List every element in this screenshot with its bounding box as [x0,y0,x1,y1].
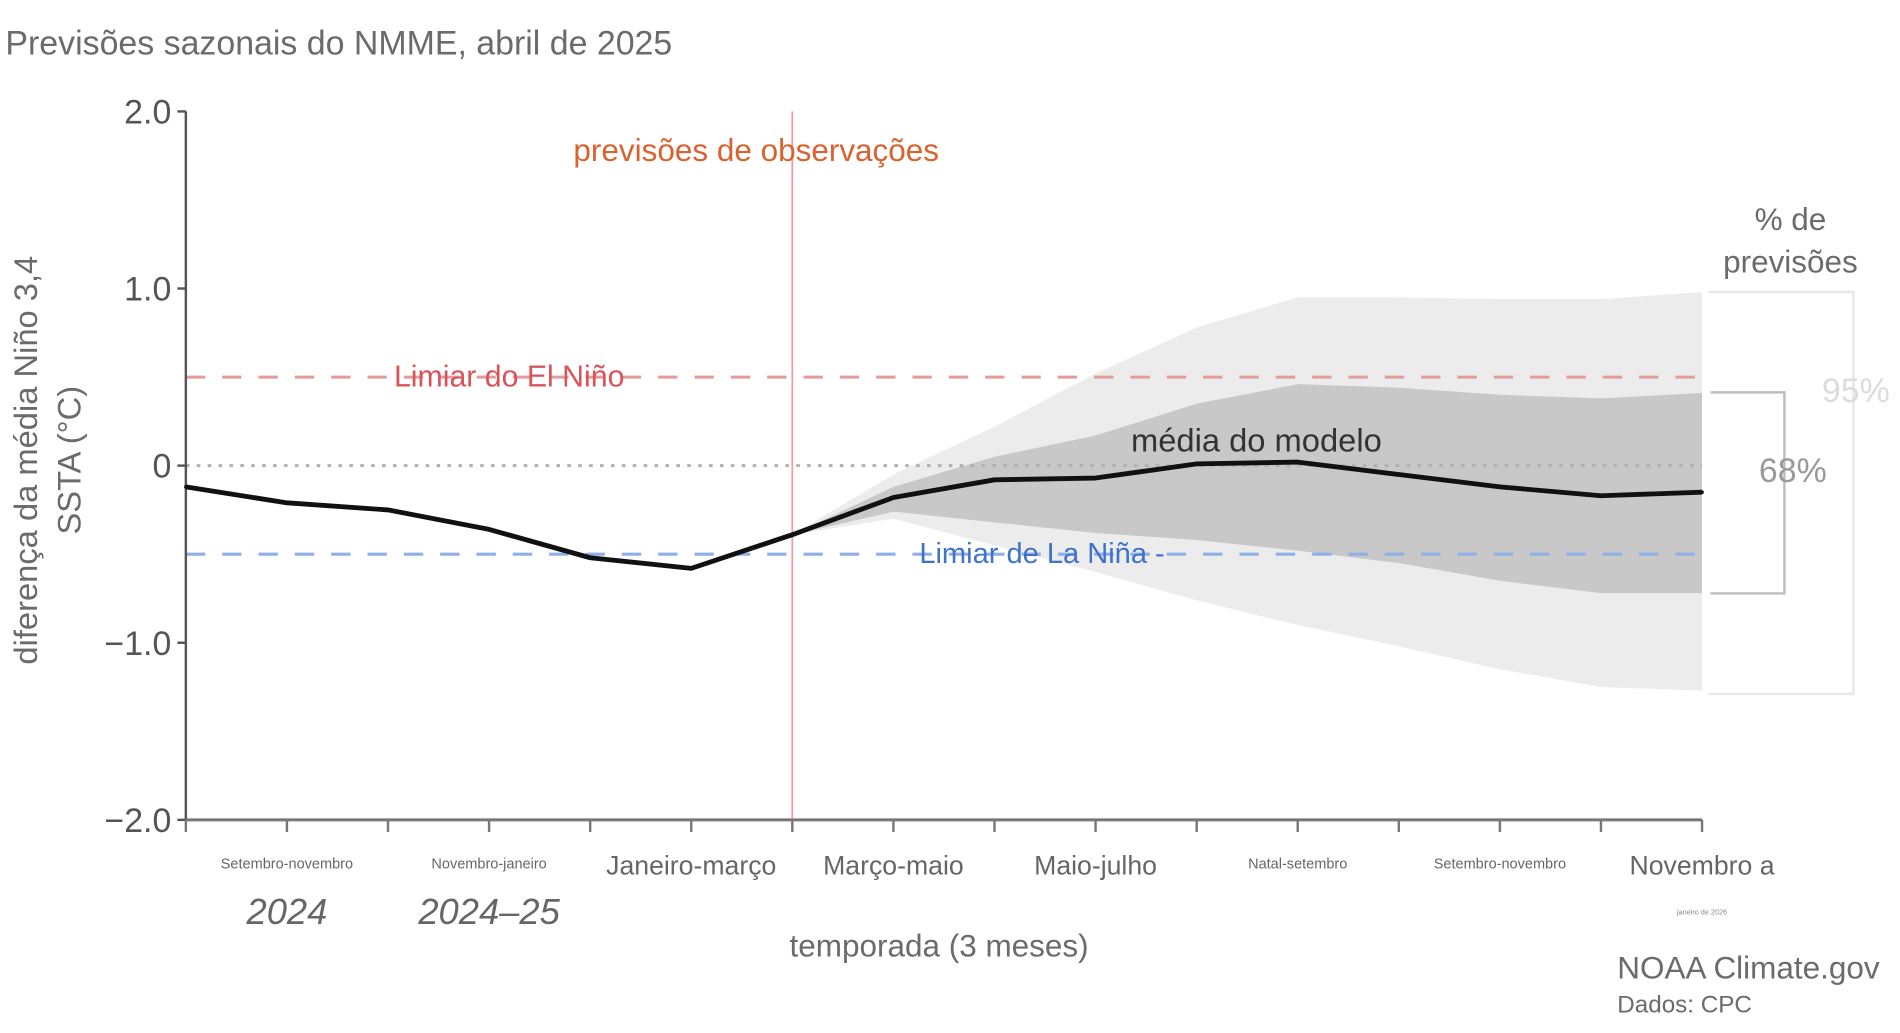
model-mean-point [1093,476,1098,480]
bracket-95 [1708,290,1855,696]
band-68-label: 68% [1759,452,1827,490]
model-mean-point [184,485,188,489]
model-mean-point [891,495,896,500]
model-mean-point [790,532,795,537]
model-mean-point [588,555,592,560]
y-tick-label: −2.0 [104,802,171,840]
model-mean-point [285,501,289,505]
x-axis-label: temporada (3 meses) [790,929,1089,964]
la-nina-label: Limiar de La Niña - [919,538,1164,570]
year-label: 2024–25 [417,891,560,932]
band-95-label: 95% [1822,372,1890,410]
y-axis-label-line2: SSTA (°C) [50,386,87,535]
bracket-68 [1710,391,1786,595]
y-axis-label-line1: diferença da média Niño 3,4 [7,256,44,665]
model-mean-point [1599,493,1603,498]
model-mean-point [689,566,694,571]
credit-data: Dados: CPC [1617,991,1752,1018]
y-tick-label: 0 [152,448,171,486]
band-header-1: % de [1755,202,1827,237]
chart-title: Previsões sazonais do NMME, abril de 202… [5,24,672,62]
y-tick-label: 2.0 [124,94,171,132]
x-tick-label: Maio-julho [1034,850,1157,880]
model-mean-point [386,508,390,512]
y-tick-label: −1.0 [104,625,171,663]
model-mean-point [1396,472,1401,477]
model-mean-point [487,527,491,532]
x-tick-label: Novembro a [1630,850,1775,880]
x-tick-sublabel: janeiro de 2026 [1676,907,1727,916]
band-68 [792,384,1703,594]
x-tick-label: Novembro-janeiro [431,856,546,872]
x-tick-label: Natal-setembro [1248,856,1347,872]
model-mean-point [1295,460,1300,464]
model-mean-point [1498,485,1502,489]
x-tick-label: Setembro-novembro [1434,856,1566,872]
model-mean-point [992,477,997,482]
x-tick-label: Setembro-novembro [221,856,353,872]
credit-source: NOAA Climate.gov [1617,951,1880,986]
model-mean-line [185,459,1703,571]
model-mean-point [1700,490,1704,495]
series-label: média do modelo [1131,422,1382,459]
y-tick-label: 1.0 [124,271,171,309]
model-mean-point [1194,462,1199,466]
x-tick-label: Janeiro-março [606,850,776,880]
year-label: 2024 [246,891,328,932]
band-header-2: previsões [1723,244,1858,279]
divider-label: previsões de observações [573,133,939,168]
el-nino-label: Limiar do El Niño [394,360,624,393]
x-tick-label: Março-maio [823,850,964,880]
